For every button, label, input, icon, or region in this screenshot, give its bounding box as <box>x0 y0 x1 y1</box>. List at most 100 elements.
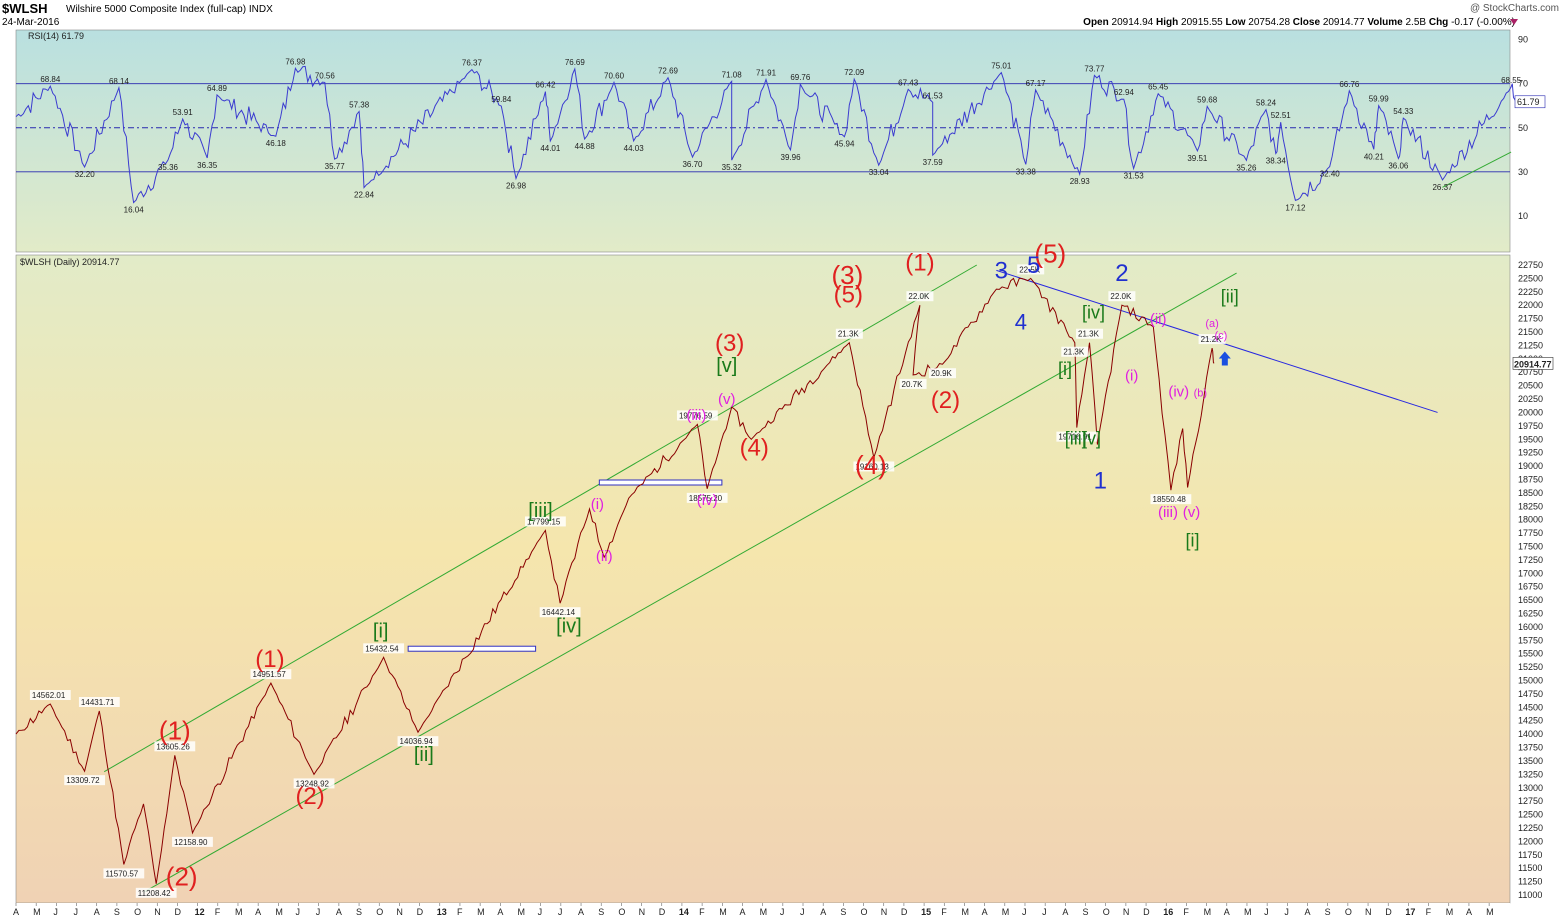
x-tick-label: A <box>1466 907 1472 917</box>
wave-label: (4) <box>740 434 769 461</box>
pivot-label-bg <box>1150 494 1192 505</box>
price-tick-label: 14000 <box>1518 729 1543 739</box>
pivot-label: 19716.91 <box>1058 433 1092 442</box>
rsi-last-value: 61.79 <box>1517 97 1540 107</box>
rsi-trough-label: 40.21 <box>1364 152 1385 161</box>
x-tick-label: J <box>74 907 79 917</box>
pivot-label-bg <box>835 328 863 339</box>
price-tick-label: 13000 <box>1518 783 1543 793</box>
rsi-peak-label: 65.45 <box>1148 83 1169 92</box>
price-tick-label: 21250 <box>1518 340 1543 350</box>
x-tick-label: D <box>1143 907 1150 917</box>
pivot-label-bg <box>539 607 581 618</box>
rsi-tick-label: 90 <box>1518 35 1528 45</box>
pivot-label: 14431.71 <box>81 698 115 707</box>
wave-label: (c) <box>1214 330 1227 342</box>
pivot-label: 14036.94 <box>400 737 434 746</box>
x-tick-label: 14 <box>679 907 689 917</box>
x-tick-label: M <box>235 907 243 917</box>
rsi-line <box>15 65 1517 204</box>
rsi-trough-label: 16.04 <box>124 206 145 215</box>
rsi-trough-label: 45.94 <box>834 140 855 149</box>
pivot-label: 15432.54 <box>365 644 399 653</box>
wave-label: [iii] <box>528 500 552 522</box>
rsi-trough-label: 36.35 <box>197 161 218 170</box>
rsi-last-badge <box>1514 95 1546 109</box>
rsi-tick-label: 30 <box>1518 167 1528 177</box>
price-tick-label: 17750 <box>1518 528 1543 538</box>
wave-label: (iv) <box>697 492 718 509</box>
price-tick-label: 16250 <box>1518 609 1543 619</box>
rsi-trough-label: 44.01 <box>540 144 561 153</box>
wave-label: (2) <box>166 861 198 891</box>
wave-label: (b) <box>1194 387 1207 399</box>
x-tick-label: M <box>719 907 727 917</box>
pivot-label: 18550.48 <box>1153 495 1187 504</box>
rsi-trough-label: 39.96 <box>781 153 802 162</box>
pivot-label-bg <box>1198 334 1226 345</box>
pivot-label-bg <box>899 378 927 389</box>
x-tick-label: F <box>1183 907 1189 917</box>
pivot-label: 14562.01 <box>32 691 66 700</box>
price-tick-label: 16000 <box>1518 622 1543 632</box>
rsi-peak-label: 69.76 <box>790 73 811 82</box>
x-tick-label: D <box>659 907 666 917</box>
rsi-trough-label: 32.20 <box>75 170 96 179</box>
rsi-trough-label: 32.40 <box>1320 170 1341 179</box>
wave-label: (1) <box>159 716 191 746</box>
rsi-peak-label: 59.68 <box>1197 95 1218 104</box>
pivot-label-bg <box>397 736 439 747</box>
price-tick-label: 21750 <box>1518 314 1543 324</box>
chg-down-icon <box>1510 19 1518 25</box>
x-tick-label: J <box>1042 907 1047 917</box>
pivot-label-bg <box>1056 431 1098 442</box>
price-panel: 11000 11250 11500 11750 12000 12250 12500 12750… <box>15 238 1554 904</box>
rsi-peak-label: 53.91 <box>173 108 194 117</box>
rsi-peak-label: 62.94 <box>1114 88 1135 97</box>
x-tick-label: S <box>598 907 604 917</box>
x-tick-label: A <box>1062 907 1068 917</box>
wave-label: (iv) <box>1168 383 1189 400</box>
price-tick-label: 20250 <box>1518 394 1543 404</box>
price-tick-label: 12750 <box>1518 796 1543 806</box>
wave-label: (3) <box>715 330 744 357</box>
pivot-label-bg <box>103 868 145 879</box>
pivot-label: 16442.14 <box>542 608 576 617</box>
price-tick-label: 22250 <box>1518 287 1543 297</box>
x-tick-label: A <box>497 907 503 917</box>
x-tick-label: J <box>1022 907 1027 917</box>
source-label: @ StockCharts.com <box>1469 3 1559 14</box>
price-line <box>15 277 1215 884</box>
price-tick-label: 13750 <box>1518 743 1543 753</box>
pivot-label: 21.2K <box>1201 335 1223 344</box>
wave-label: [i] <box>1058 359 1072 379</box>
wave-label: 5 <box>1027 252 1040 279</box>
pivot-label-bg <box>172 836 213 847</box>
pivot-label: 22.5K <box>1019 265 1041 274</box>
rsi-peak-label: 57.38 <box>349 100 370 109</box>
pivot-label: 14951.57 <box>253 670 287 679</box>
price-last-badge <box>1512 357 1554 370</box>
wave-label: [ii] <box>414 744 434 766</box>
x-tick-label: J <box>316 907 321 917</box>
rsi-trough-label: 35.32 <box>722 163 743 172</box>
rsi-peak-label: 54.33 <box>1393 107 1414 116</box>
rsi-peak-label: 70.60 <box>604 71 625 80</box>
price-tick-label: 16750 <box>1518 582 1543 592</box>
x-tick-label: F <box>457 907 463 917</box>
x-tick-label: M <box>517 907 525 917</box>
price-tick-label: 22500 <box>1518 273 1543 283</box>
pivot-label: 20.9K <box>931 369 953 378</box>
rsi-panel: 10 30 50 70 90 RSI(14) 61.79 68.84 68.14 53.91 64… <box>15 29 1546 253</box>
rsi-tick-label: 70 <box>1518 79 1528 89</box>
x-tick-label: S <box>356 907 362 917</box>
price-tick-label: 19500 <box>1518 434 1543 444</box>
x-tick-label: N <box>881 907 888 917</box>
price-background <box>15 254 1511 904</box>
pivot-label-bg <box>853 461 895 472</box>
price-tick-label: 11750 <box>1518 850 1542 860</box>
price-last-value: 20914.77 <box>1514 359 1552 369</box>
rsi-peak-label: 75.01 <box>991 62 1012 71</box>
price-tick-label: 18500 <box>1518 488 1543 498</box>
